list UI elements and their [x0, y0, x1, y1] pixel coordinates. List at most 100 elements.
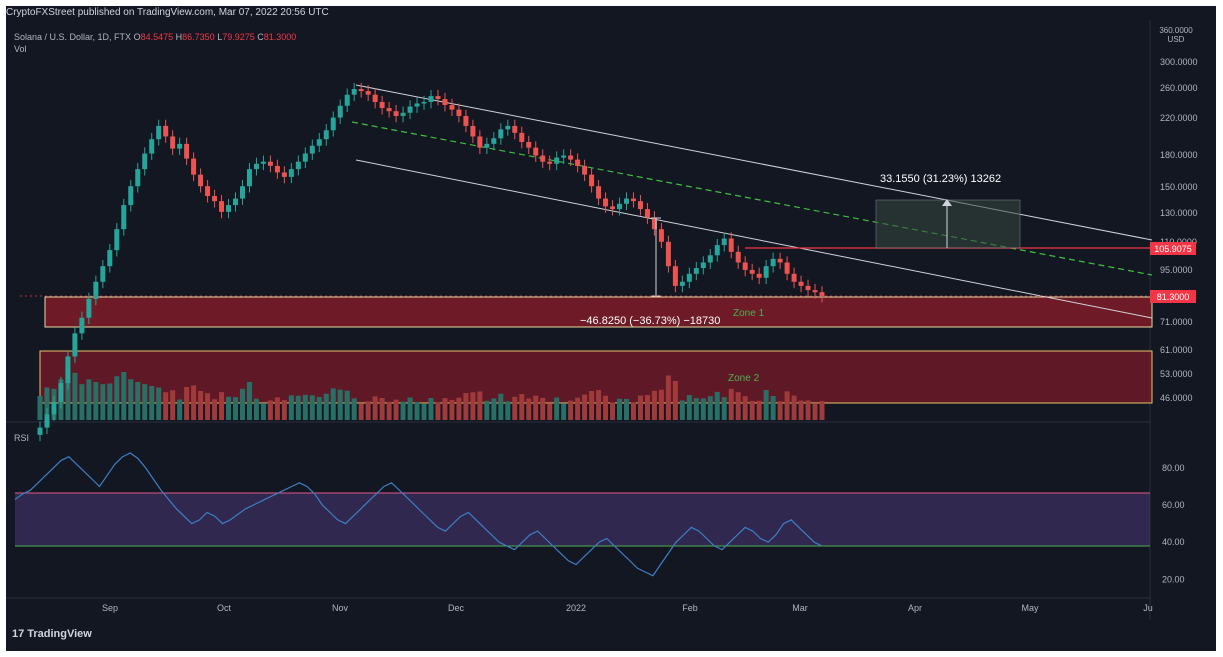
candle-body[interactable]	[358, 89, 364, 92]
candle-body[interactable]	[233, 198, 238, 206]
candle-body[interactable]	[288, 169, 294, 177]
candle-body[interactable]	[644, 209, 650, 218]
candle-body[interactable]	[100, 266, 106, 282]
candle-body[interactable]	[121, 205, 127, 230]
candle-body[interactable]	[128, 186, 134, 206]
candle-body[interactable]	[149, 139, 155, 154]
channel-mid-line[interactable]	[351, 121, 1153, 276]
candle-body[interactable]	[749, 269, 755, 274]
candle-body[interactable]	[554, 157, 560, 164]
time-axis[interactable]: Sep Oct Nov Dec 2022 Feb Mar Apr May Ju	[102, 603, 1153, 613]
candle-body[interactable]	[337, 105, 343, 118]
candle-body[interactable]	[491, 138, 497, 144]
candle-body[interactable]	[163, 125, 169, 137]
candle-body[interactable]	[498, 129, 504, 139]
candle-body[interactable]	[184, 143, 190, 159]
candle-body[interactable]	[365, 91, 371, 95]
candle-body[interactable]	[198, 174, 204, 187]
candle-body[interactable]	[386, 108, 392, 112]
candle-body[interactable]	[589, 174, 595, 187]
candle-body[interactable]	[777, 258, 783, 263]
candle-body[interactable]	[351, 89, 357, 95]
candle-body[interactable]	[309, 145, 315, 154]
candle-body[interactable]	[637, 201, 643, 210]
candle-body[interactable]	[58, 383, 64, 402]
candle-body[interactable]	[421, 101, 427, 104]
candle-body[interactable]	[630, 198, 636, 202]
candle-body[interactable]	[372, 94, 378, 102]
candle-body[interactable]	[316, 139, 322, 146]
candle-body[interactable]	[791, 273, 797, 282]
candle-body[interactable]	[805, 285, 811, 291]
candle-body[interactable]	[302, 153, 308, 162]
candle-body[interactable]	[533, 147, 539, 156]
candle-body[interactable]	[505, 125, 511, 130]
candle-body[interactable]	[267, 161, 273, 166]
candle-body[interactable]	[435, 96, 441, 100]
candle-body[interactable]	[393, 111, 399, 116]
candle-body[interactable]	[323, 130, 329, 140]
candle-body[interactable]	[274, 165, 280, 173]
candle-body[interactable]	[707, 255, 713, 263]
candle-body[interactable]	[575, 159, 581, 166]
price-axis[interactable]: 360.0000 USD 300.0000 260.0000 220.0000 180…	[1159, 26, 1197, 403]
candle-body[interactable]	[86, 298, 92, 318]
candle-body[interactable]	[561, 155, 567, 158]
candle-body[interactable]	[686, 273, 692, 282]
zone1-box[interactable]	[44, 296, 1153, 328]
candle-body[interactable]	[477, 136, 483, 148]
target-measure-box[interactable]	[875, 199, 1021, 249]
candle-body[interactable]	[735, 251, 741, 263]
candle-body[interactable]	[379, 101, 385, 109]
candle-body[interactable]	[610, 206, 616, 210]
candle-body[interactable]	[107, 250, 113, 267]
channel-upper-line[interactable]	[355, 84, 1153, 241]
tradingview-footer[interactable]: 17 TradingView	[12, 628, 92, 640]
candle-body[interactable]	[156, 125, 162, 140]
candle-body[interactable]	[617, 203, 623, 210]
candle-body[interactable]	[470, 125, 476, 137]
candle-body[interactable]	[728, 238, 734, 252]
candle-body[interactable]	[463, 115, 469, 126]
candle-body[interactable]	[93, 281, 99, 299]
candle-body[interactable]	[400, 112, 406, 116]
candle-body[interactable]	[72, 333, 78, 357]
candle-body[interactable]	[79, 317, 85, 334]
candle-body[interactable]	[798, 281, 804, 286]
candle-body[interactable]	[295, 161, 301, 170]
candle-body[interactable]	[784, 262, 790, 274]
candle-body[interactable]	[330, 117, 336, 131]
candle-body[interactable]	[582, 165, 588, 175]
candle-body[interactable]	[114, 229, 120, 251]
candle-body[interactable]	[714, 245, 720, 256]
candle-body[interactable]	[763, 266, 769, 278]
candle-body[interactable]	[205, 186, 211, 197]
candle-body[interactable]	[219, 201, 225, 212]
zone2-box[interactable]	[39, 350, 1153, 404]
candle-body[interactable]	[281, 172, 287, 177]
candle-body[interactable]	[679, 281, 685, 286]
candle-body[interactable]	[442, 99, 448, 105]
candle-body[interactable]	[65, 356, 71, 384]
candle-body[interactable]	[819, 292, 825, 296]
candle-body[interactable]	[407, 106, 413, 113]
candle-body[interactable]	[44, 414, 50, 428]
candle-body[interactable]	[37, 427, 43, 435]
candle-body[interactable]	[253, 163, 259, 170]
candle-body[interactable]	[540, 155, 546, 162]
candle-body[interactable]	[665, 241, 671, 267]
candle-body[interactable]	[177, 143, 183, 149]
candle-body[interactable]	[721, 238, 727, 246]
candle-body[interactable]	[624, 198, 629, 204]
candle-body[interactable]	[672, 266, 678, 286]
candle-body[interactable]	[414, 103, 420, 107]
rsi-line[interactable]	[14, 452, 823, 577]
candle-body[interactable]	[700, 262, 706, 269]
candle-body[interactable]	[651, 217, 657, 230]
candle-body[interactable]	[449, 104, 455, 110]
candle-body[interactable]	[742, 262, 748, 270]
candle-body[interactable]	[246, 169, 252, 187]
candle-body[interactable]	[512, 125, 518, 133]
candle-body[interactable]	[519, 132, 525, 142]
